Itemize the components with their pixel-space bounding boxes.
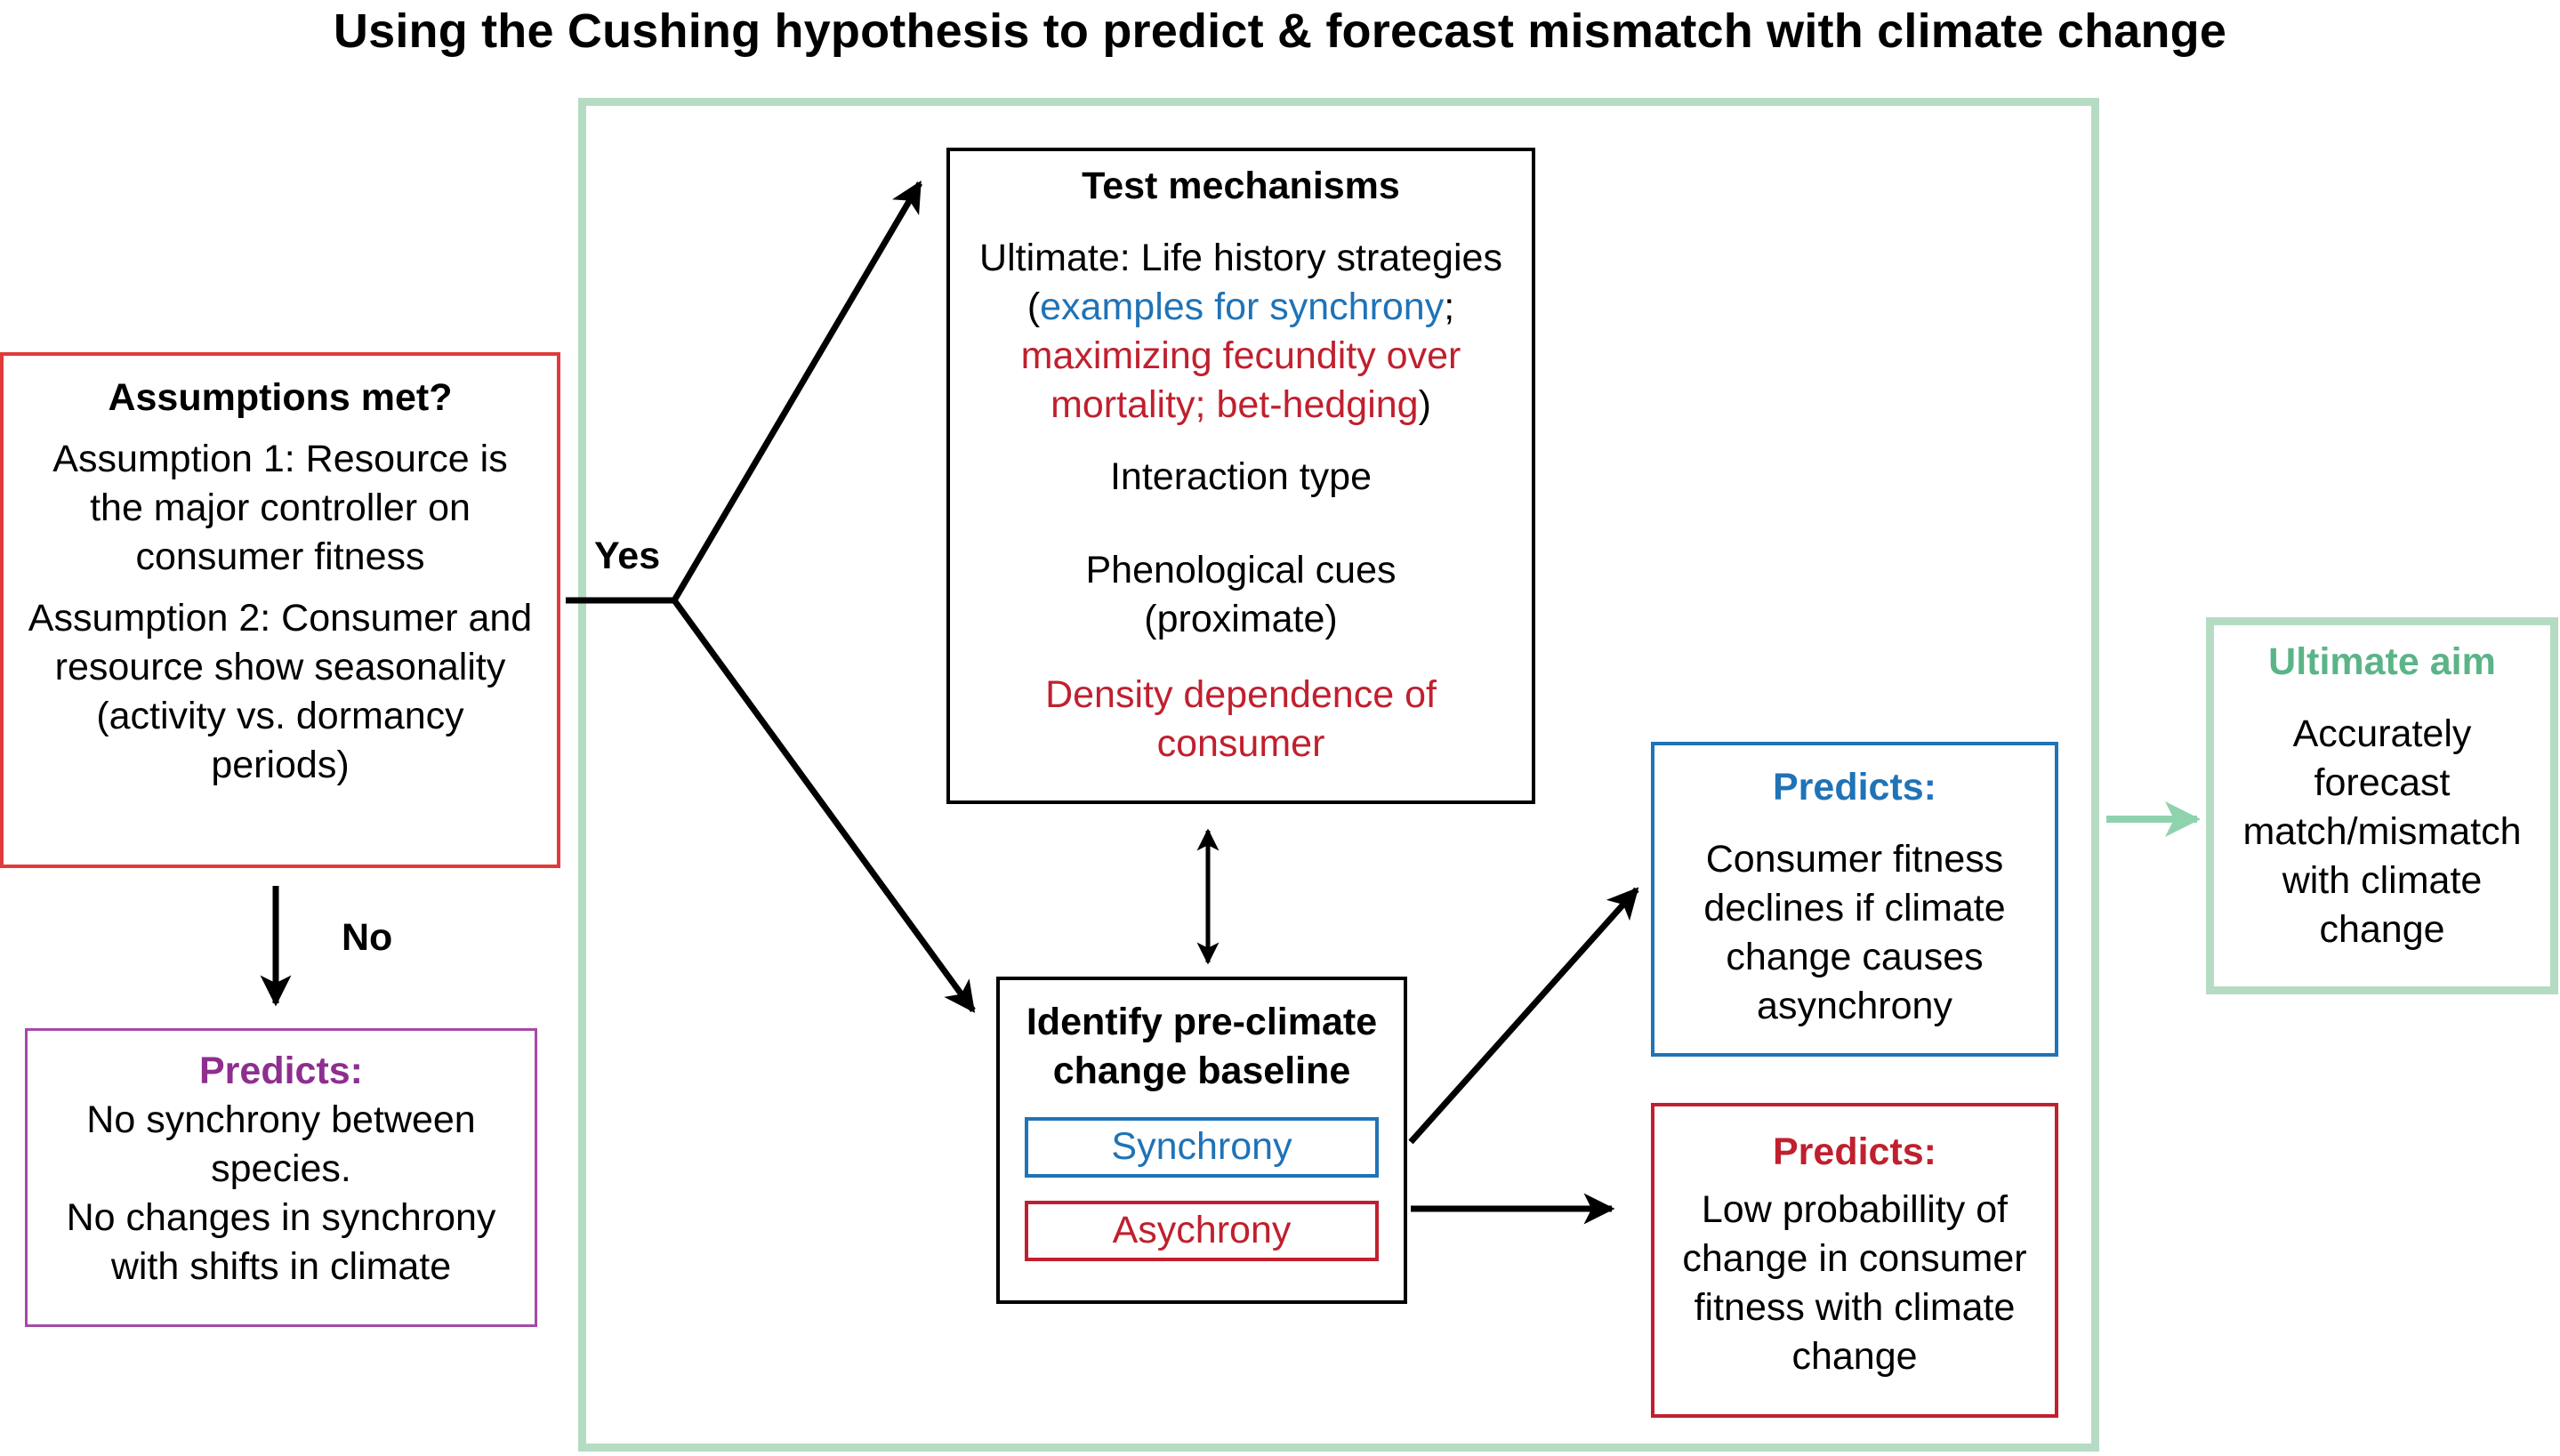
diagram-title: Using the Cushing hypothesis to predict … <box>333 4 2227 58</box>
no-label: No <box>342 916 393 959</box>
ultimate-aim-box: Ultimate aim Accurately forecast match/m… <box>2206 617 2558 994</box>
ultimate-strategies: Ultimate: Life history strategies (examp… <box>973 234 1509 430</box>
density-dependence: Density dependence of consumer <box>1045 673 1437 765</box>
ultimate-aim-text: Accurately forecast match/mismatch with … <box>2242 712 2522 951</box>
no-predicts-line-2: No changes in synchrony with shifts in c… <box>66 1196 496 1288</box>
no-predicts-box: Predicts: No synchrony between species. … <box>25 1028 537 1327</box>
green-frame <box>578 98 2099 1452</box>
ultimate-suffix: ) <box>1418 383 1431 426</box>
yes-label: Yes <box>594 535 661 577</box>
predicts-asynchrony-heading: Predicts: <box>1772 1130 1936 1173</box>
ultimate-synchrony-examples: examples for synchrony <box>1040 286 1445 328</box>
assumption-2: Assumption 2: Consumer and resource show… <box>28 597 533 786</box>
predicts-asynchrony-box: Predicts: Low probabillity of change in … <box>1651 1103 2058 1418</box>
predicts-synchrony-text: Consumer fitness declines if climate cha… <box>1703 838 2006 1027</box>
predicts-synchrony-box: Predicts: Consumer fitness declines if c… <box>1651 742 2058 1057</box>
arrow-to-baseline <box>672 598 976 1013</box>
assumptions-heading: Assumptions met? <box>108 376 453 419</box>
arrow-to-predicts-synchrony <box>1408 887 1639 1145</box>
no-predicts-line-1: No synchrony between species. <box>86 1098 476 1190</box>
interaction-type: Interaction type <box>1109 455 1372 498</box>
mechanisms-heading: Test mechanisms <box>1082 165 1400 207</box>
ultimate-asynchrony-examples: maximizing fecundity over mortality; bet… <box>1020 334 1461 426</box>
no-predicts-heading: Predicts: <box>198 1050 363 1092</box>
predicts-asynchrony-text: Low probabillity of change in consumer f… <box>1682 1188 2027 1378</box>
assumption-1: Assumption 1: Resource is the major cont… <box>52 438 508 578</box>
test-mechanisms-box: Test mechanisms Ultimate: Life history s… <box>946 148 1535 804</box>
baseline-box: Identify pre-climate change baseline <box>996 977 1407 1304</box>
assumptions-box: Assumptions met? Assumption 1: Resource … <box>0 352 560 868</box>
synchrony-option: Synchrony <box>1025 1117 1379 1178</box>
phenological-cues: Phenological cues (proximate) <box>1085 549 1397 640</box>
baseline-heading: Identify pre-climate change baseline <box>1026 1001 1378 1092</box>
ultimate-prefix: Ultimate: Life history strategies ( <box>979 237 1502 328</box>
arrow-to-mechanisms <box>671 180 923 602</box>
predicts-synchrony-heading: Predicts: <box>1772 766 1936 808</box>
ultimate-aim-heading: Ultimate aim <box>2268 640 2496 683</box>
asynchrony-option: Asychrony <box>1025 1201 1379 1261</box>
ultimate-separator: ; <box>1444 286 1455 328</box>
